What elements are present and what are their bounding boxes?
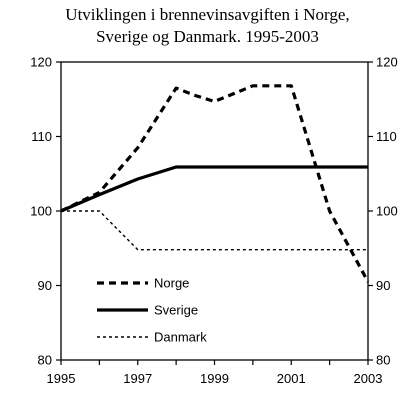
chart-title: Utviklingen i brennevinsavgiften i Norge… <box>0 4 415 48</box>
y-tick-label-left: 90 <box>38 278 52 293</box>
y-tick-label-left: 110 <box>31 129 52 144</box>
y-tick-label-right: 90 <box>376 278 390 293</box>
y-tick-label-left: 120 <box>30 55 52 70</box>
legend: Norge Sverige Danmark <box>97 276 207 345</box>
plot-frame <box>60 61 369 361</box>
chart-title-line-1: Utviklingen i brennevinsavgiften i Norge… <box>65 5 350 24</box>
y-tick-label-right: 100 <box>376 204 398 219</box>
x-tick-label: 1997 <box>123 371 152 386</box>
x-tick-label: 2001 <box>277 371 306 386</box>
chart-title-line-2: Sverige og Danmark. 1995-2003 <box>96 27 319 46</box>
series-lines <box>60 84 370 283</box>
series-line-norge <box>60 84 370 283</box>
y-tick-label-right: 120 <box>376 55 398 70</box>
tick-labels: 80 80 90 90 100 100 110 110 120 120 1995 1997 1999 20… <box>30 55 397 387</box>
legend-label-sverige: Sverige <box>154 303 198 318</box>
axes <box>60 61 369 361</box>
tick-marks <box>56 61 373 365</box>
series-line-danmark <box>61 210 368 251</box>
series-line-sverige <box>60 165 368 213</box>
y-tick-label-left: 80 <box>38 353 52 368</box>
y-tick-label-right: 80 <box>376 353 390 368</box>
y-tick-label-right: 110 <box>376 129 397 144</box>
y-tick-label-left: 100 <box>30 204 52 219</box>
x-tick-label: 2003 <box>354 371 383 386</box>
legend-label-danmark: Danmark <box>154 330 207 345</box>
x-tick-label: 1999 <box>200 371 229 386</box>
x-tick-label: 1995 <box>47 371 76 386</box>
legend-label-norge: Norge <box>154 276 189 291</box>
